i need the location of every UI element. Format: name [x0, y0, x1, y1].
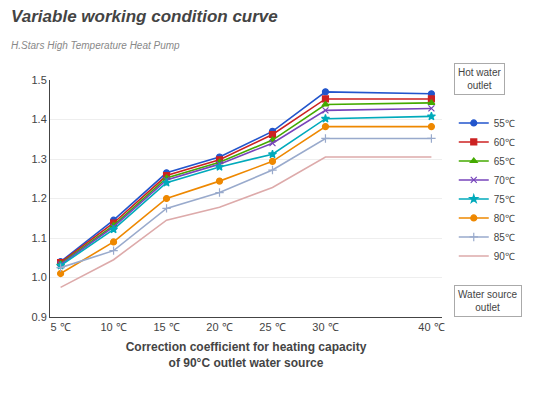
svg-text:1.4: 1.4	[32, 113, 47, 125]
svg-text:75℃: 75℃	[494, 194, 515, 205]
svg-text:65℃: 65℃	[494, 156, 515, 167]
svg-text:90℃: 90℃	[494, 251, 515, 262]
svg-text:30 ℃: 30 ℃	[312, 321, 338, 333]
svg-text:Water sourceoutlet: Water sourceoutlet	[458, 289, 518, 313]
svg-text:Correction coefficient for hea: Correction coefficient for heating capac…	[126, 340, 367, 370]
svg-text:Hot wateroutlet: Hot wateroutlet	[458, 67, 501, 91]
svg-text:80℃: 80℃	[494, 213, 515, 224]
svg-text:15 ℃: 15 ℃	[153, 321, 179, 333]
svg-text:5 ℃: 5 ℃	[50, 321, 70, 333]
svg-text:1.3: 1.3	[32, 153, 47, 165]
svg-text:0.9: 0.9	[32, 311, 47, 323]
svg-text:1.5: 1.5	[32, 74, 47, 86]
svg-text:25 ℃: 25 ℃	[259, 321, 285, 333]
svg-text:1.0: 1.0	[32, 271, 47, 283]
svg-text:55℃: 55℃	[494, 118, 515, 129]
svg-text:85℃: 85℃	[494, 232, 515, 243]
svg-text:1.1: 1.1	[32, 232, 47, 244]
svg-text:60℃: 60℃	[494, 137, 515, 148]
svg-text:20 ℃: 20 ℃	[206, 321, 232, 333]
svg-text:Variable working condition cur: Variable working condition curve	[11, 7, 278, 26]
svg-text:70℃: 70℃	[494, 175, 515, 186]
svg-text:H.Stars High Temperature Heat: H.Stars High Temperature Heat Pump	[11, 40, 180, 51]
svg-text:1.2: 1.2	[32, 192, 47, 204]
svg-text:10 ℃: 10 ℃	[100, 321, 126, 333]
svg-text:40 ℃: 40 ℃	[418, 321, 444, 333]
